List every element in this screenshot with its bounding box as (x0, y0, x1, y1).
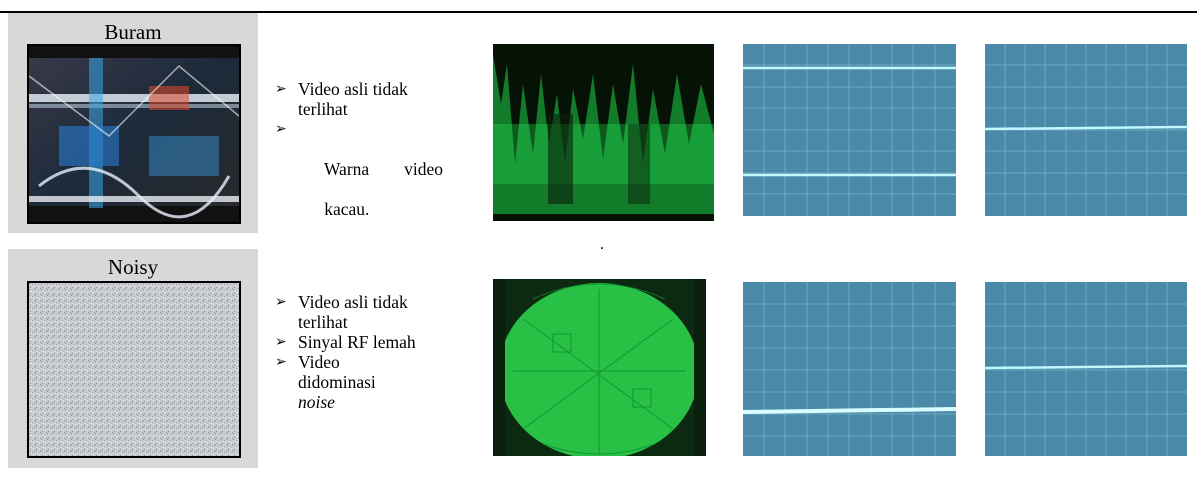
arrowhead-bullet-icon: ➢ (275, 354, 287, 370)
tv-screen-buram-photo (27, 44, 241, 224)
description-list-noisy: ➢ Video asli tidak terlihat ➢ Sinyal RF … (272, 292, 468, 412)
separator-mark: . (600, 236, 604, 253)
bullet-item: ➢ Warna video kacau. (272, 119, 468, 239)
bullet-text: terlihat (298, 312, 348, 332)
bullet-text: terlihat (298, 99, 348, 119)
bullet-item: ➢ Video asli tidak terlihat (272, 79, 468, 119)
oscilloscope-cyan-grid-noisy-a (743, 282, 956, 456)
condition-title-noisy: Noisy (107, 255, 159, 279)
arrowhead-bullet-icon: ➢ (275, 81, 287, 97)
bullet-text: Video asli tidak (298, 292, 408, 312)
bullet-text: kacau. (324, 199, 370, 219)
bullet-item: ➢ Sinyal RF lemah (272, 332, 468, 352)
tv-screen-noisy-photo (27, 281, 241, 458)
bullet-item: ➢ Video asli tidak terlihat (272, 292, 468, 332)
bullet-text: Video asli tidak (298, 79, 408, 99)
arrowhead-bullet-icon: ➢ (275, 121, 287, 137)
oscilloscope-green-waveform-buram (493, 44, 714, 221)
table-top-rule (0, 11, 1197, 13)
condition-title-buram: Buram (104, 20, 162, 44)
oscilloscope-cyan-grid-buram-b (985, 44, 1187, 216)
oscilloscope-cyan-grid-noisy-b (985, 282, 1187, 456)
arrowhead-bullet-icon: ➢ (275, 334, 287, 350)
arrowhead-bullet-icon: ➢ (275, 294, 287, 310)
bullet-text: Video (298, 352, 340, 372)
bullet-text: didominasi (298, 372, 376, 392)
bullet-text: Warna video (323, 159, 444, 179)
bullet-text-italic: noise (298, 392, 335, 412)
bullet-text: Sinyal RF lemah (298, 332, 416, 352)
oscilloscope-cyan-grid-buram-a (743, 44, 956, 216)
description-list-buram: ➢ Video asli tidak terlihat ➢ Warna vide… (272, 79, 468, 239)
bullet-item: ➢ Video didominasi noise (272, 352, 468, 412)
oscilloscope-green-graticule-noisy (493, 279, 706, 456)
